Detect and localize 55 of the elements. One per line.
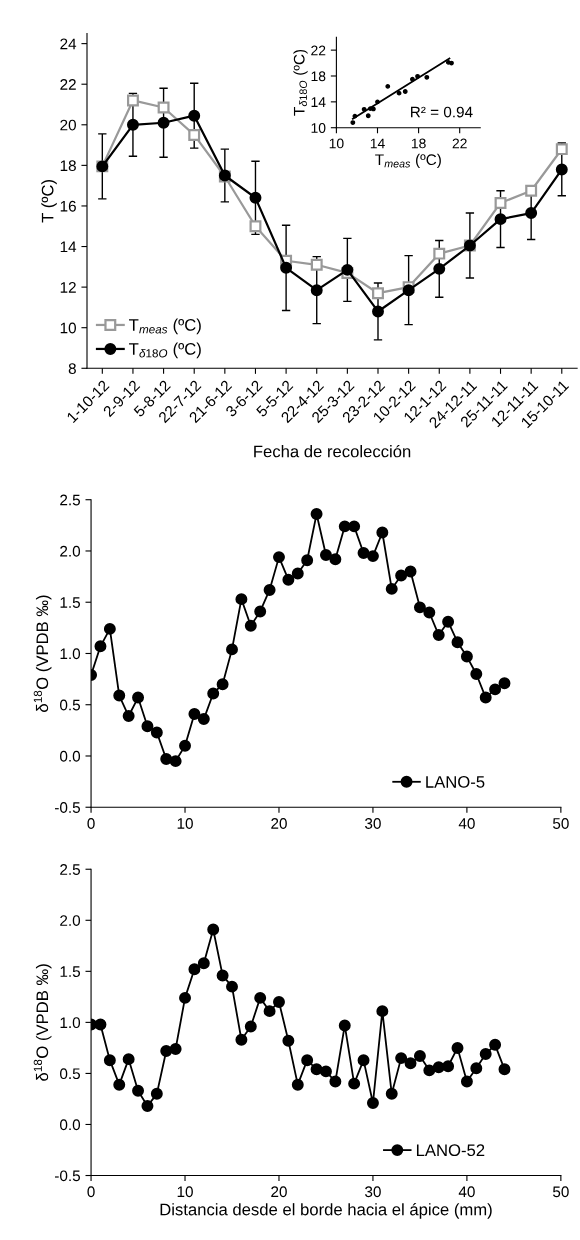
- x-tick-label: 30: [365, 1186, 381, 1198]
- x-tick-label: 20: [271, 1186, 287, 1198]
- x-tick-label: 10: [177, 1186, 193, 1198]
- x-tick-label: 30: [365, 818, 381, 829]
- x-tick-label: 10: [177, 818, 193, 829]
- x-axis-title: Distancia desde el borde hacia el ápice (mm): [160, 1202, 492, 1219]
- x-tick-label: 20: [271, 818, 287, 829]
- y-tick-label: 22: [60, 79, 76, 90]
- y-axis-title: T$_{δ18O}$ (ºC): [293, 49, 308, 116]
- y-axis-title: δ$^{18}$O (VPDB ‰): [33, 595, 52, 712]
- y-tick-label: 0.0: [60, 750, 81, 762]
- legend-label: T$_{δ18O}$ (ºC): [129, 342, 201, 359]
- y-tick-label: 14: [311, 97, 326, 107]
- y-tick-label: -0.5: [55, 1170, 81, 1182]
- y-tick-label: 1.0: [60, 1017, 81, 1029]
- x-tick-label: 0: [87, 818, 95, 829]
- annotation: R² = 0.94: [411, 106, 473, 118]
- y-tick-label: 1.5: [60, 597, 80, 608]
- legend-label: T$_{meas}$ (ºC): [129, 318, 201, 335]
- y-tick-label: 10: [311, 123, 326, 133]
- y-tick-label: 18: [60, 160, 76, 172]
- y-tick-label: 1.0: [60, 648, 81, 660]
- x-tick-label: 40: [458, 1186, 475, 1198]
- y-tick-label: 0.0: [60, 1119, 81, 1131]
- y-tick-label: 16: [60, 200, 76, 212]
- x-tick-label: 40: [458, 818, 475, 829]
- x-tick-label: 22: [452, 138, 467, 149]
- y-tick-label: 2.5: [60, 864, 80, 875]
- y-tick-label: 10: [60, 322, 76, 334]
- y-tick-label: 18: [311, 71, 326, 82]
- y-tick-label: 0.5: [60, 699, 80, 711]
- y-tick-label: 20: [60, 119, 76, 131]
- y-tick-label: 2.5: [60, 494, 80, 506]
- y-tick-label: 14: [60, 241, 77, 253]
- y-tick-label: 8: [68, 363, 76, 374]
- y-tick-label: 1.5: [60, 966, 80, 978]
- y-axis-title: δ$^{18}$O (VPDB ‰): [33, 964, 52, 1081]
- y-tick-label: 22: [311, 45, 326, 56]
- x-axis-title: Fecha de recolección: [254, 444, 411, 458]
- y-tick-label: 24: [60, 38, 77, 50]
- y-tick-label: -0.5: [55, 802, 81, 813]
- x-tick-label: 50: [552, 1186, 569, 1198]
- x-tick-label: 18: [411, 138, 426, 149]
- x-tick-label: 10: [329, 138, 344, 149]
- legend-label: LANO-5: [426, 775, 485, 788]
- legend-label: LANO-52: [416, 1144, 485, 1157]
- x-tick-label: 14: [370, 138, 385, 149]
- y-tick-label: 12: [60, 281, 76, 293]
- y-tick-label: 2.0: [60, 915, 81, 926]
- y-tick-label: 0.5: [60, 1068, 80, 1080]
- x-axis-title: T$_{meas}$ (ºC): [375, 153, 441, 169]
- x-tick-label: 0: [87, 1186, 95, 1198]
- x-tick-label: 50: [552, 818, 569, 829]
- y-tick-label: 2.0: [60, 545, 81, 557]
- y-axis-title: T (ºC): [41, 180, 57, 223]
